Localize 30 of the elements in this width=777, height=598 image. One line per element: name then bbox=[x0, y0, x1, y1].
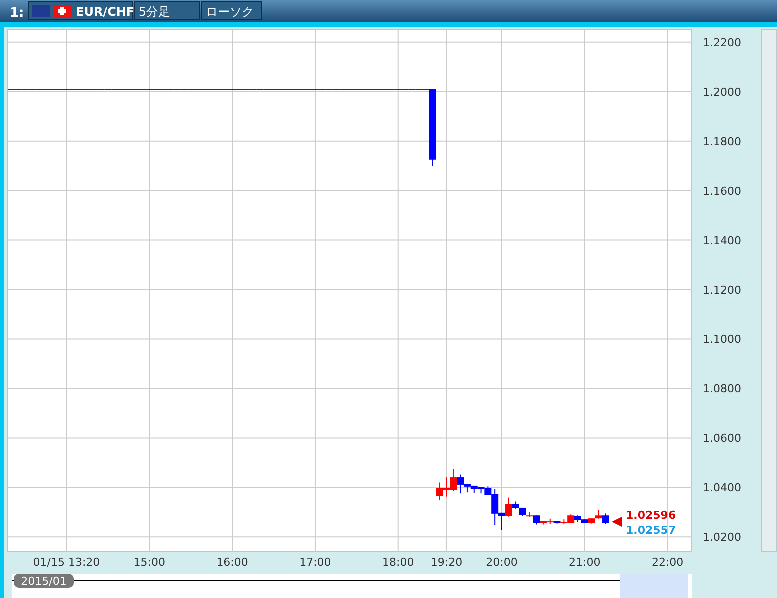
text: 2015/01 bbox=[21, 575, 67, 588]
x-tick-label: 15:00 bbox=[134, 556, 166, 569]
annotation: 1.02557 bbox=[626, 524, 676, 537]
y-tick-label: 1.2000 bbox=[703, 86, 742, 99]
x-tick-label: 21:00 bbox=[569, 556, 601, 569]
x-tick-label: 18:00 bbox=[382, 556, 414, 569]
y-tick-label: 1.0800 bbox=[703, 382, 742, 396]
y-tick-label: 1.1600 bbox=[703, 184, 742, 198]
candlestick bbox=[602, 513, 610, 525]
x-tick-label: 22:00 bbox=[652, 556, 684, 569]
text: ローソク bbox=[206, 5, 254, 19]
y-tick-label: 1.1000 bbox=[703, 333, 742, 346]
y-tick-label: 1.1400 bbox=[703, 234, 742, 248]
x-tick-label: 16:00 bbox=[216, 556, 248, 569]
y-tick-label: 1.0200 bbox=[703, 531, 742, 544]
x-tick-label: 19:20 bbox=[430, 556, 463, 569]
annotation: 1.02596 bbox=[626, 509, 676, 522]
candlestick bbox=[533, 515, 540, 526]
y-tick-label: 1.1200 bbox=[703, 284, 742, 297]
text: 5分足 bbox=[139, 5, 171, 19]
y-tick-label: 1.1800 bbox=[703, 135, 742, 148]
x-tick-label: 20:00 bbox=[486, 556, 518, 569]
candlestick bbox=[505, 497, 512, 518]
y-tick-label: 1.2200 bbox=[703, 36, 742, 50]
x-tick-label: 01/15 13:20 bbox=[33, 556, 100, 569]
chart-title: EUR/CHF bbox=[76, 5, 135, 19]
x-tick-label: 17:00 bbox=[300, 556, 332, 569]
text: 1: bbox=[10, 6, 24, 21]
y-tick-label: 1.0600 bbox=[703, 432, 742, 446]
y-tick-label: 1.0400 bbox=[703, 482, 742, 495]
